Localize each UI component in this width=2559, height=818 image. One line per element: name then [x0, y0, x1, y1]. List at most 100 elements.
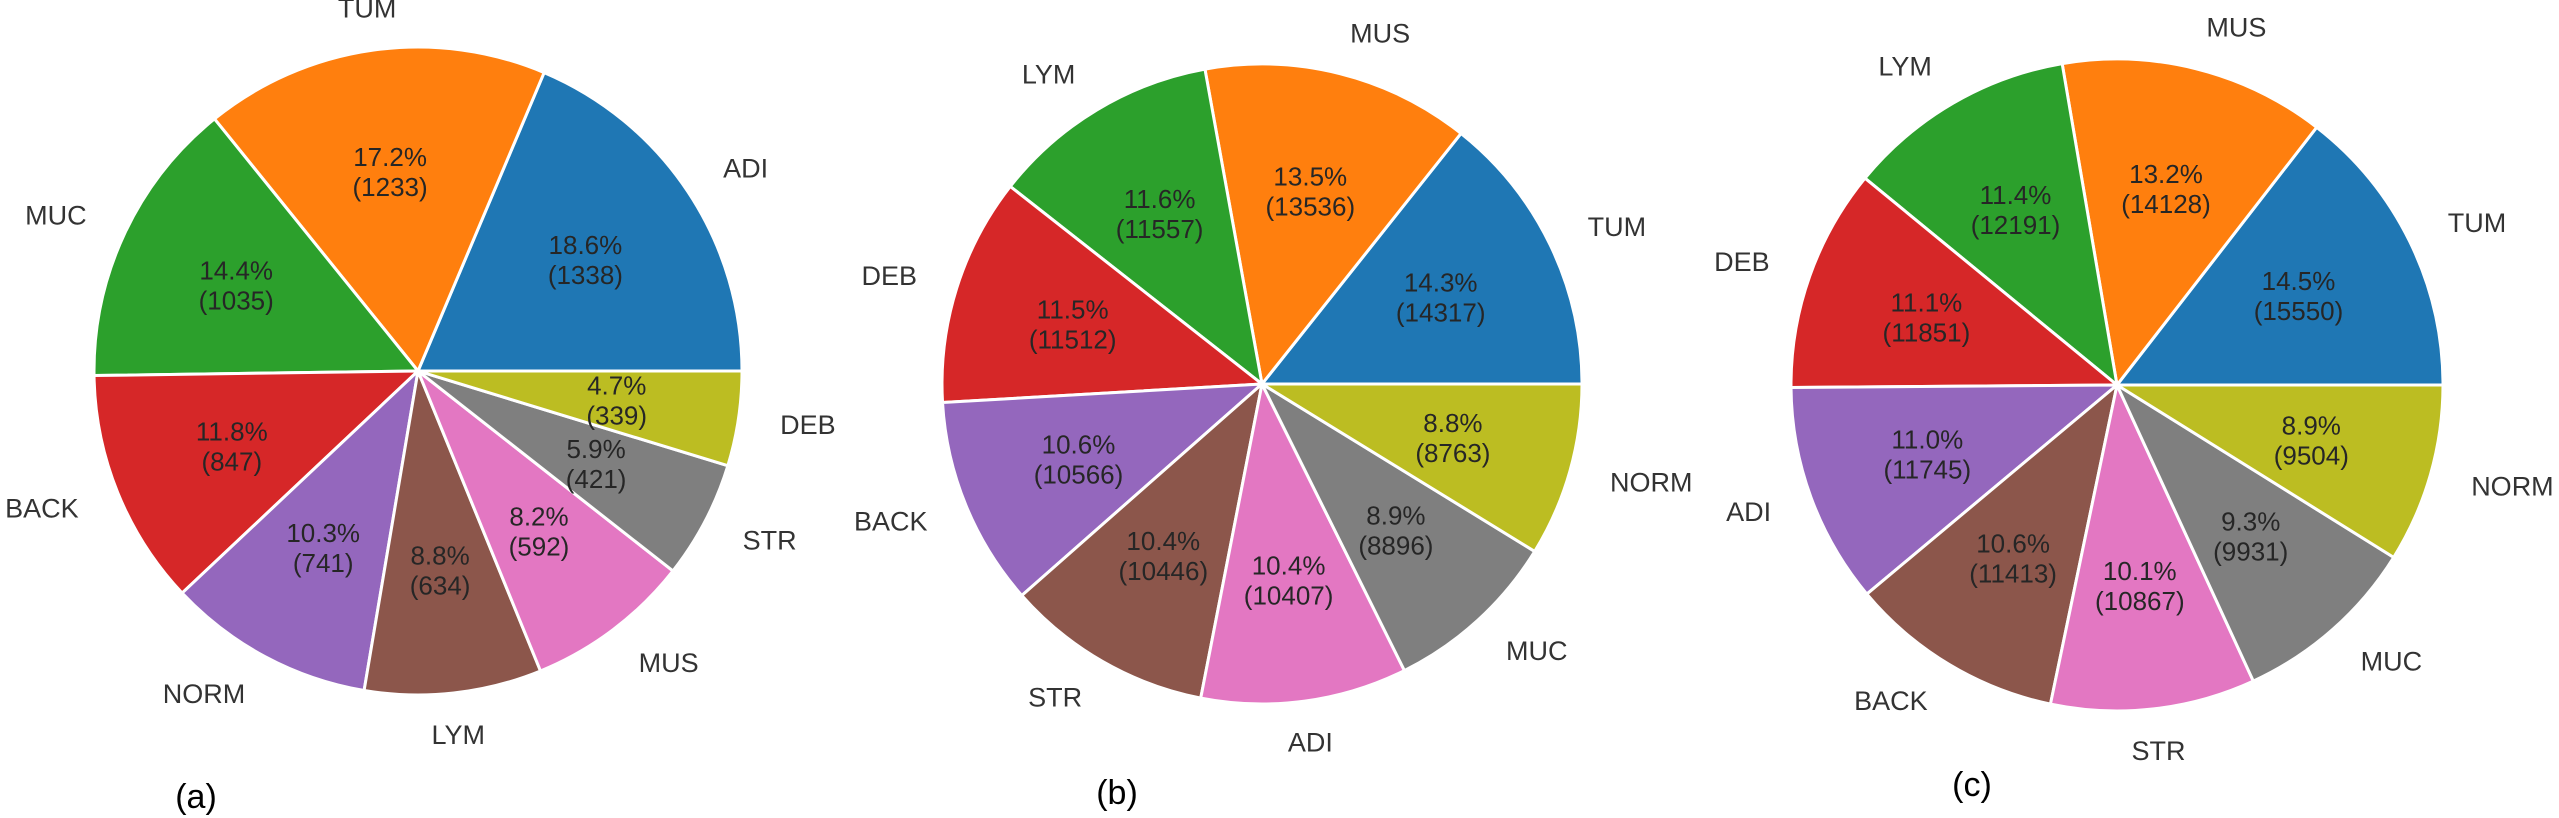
- slice-count-adi: (1338): [548, 260, 623, 290]
- pie-slice-tum: [213, 45, 546, 373]
- pie-slice-norm: [2115, 383, 2445, 559]
- slice-count-back: (10566): [1034, 459, 1124, 489]
- slice-percent-mus: 13.5%: [1273, 162, 1347, 192]
- slice-count-lym: (12191): [1971, 210, 2061, 240]
- pie-slice-back: [92, 369, 420, 595]
- slice-percent-mus: 8.2%: [509, 501, 568, 531]
- slice-label-tum: TUM: [2448, 208, 2506, 238]
- pie-slice-mus: [1203, 62, 1463, 386]
- pie-slice-tum: [1260, 131, 1584, 386]
- slice-count-str: (10446): [1118, 556, 1208, 586]
- pie-chart-a: ADI 18.6%(1338) TUM 17.2%(1233) MUC 14.4%(103…: [5, 0, 836, 750]
- pie-slice-str: [2048, 383, 2255, 713]
- slice-count-tum: (15550): [2254, 296, 2344, 326]
- slice-count-adi: (10407): [1244, 581, 1334, 611]
- pie-slice-mus: [2060, 57, 2319, 387]
- slice-label-mus: MUS: [1350, 18, 1410, 48]
- slice-label-mus: MUS: [2206, 13, 2266, 43]
- slice-percent-deb: 11.1%: [1891, 288, 1963, 318]
- pie-slice-deb: [416, 369, 744, 468]
- slice-count-back: (11413): [1969, 558, 2057, 588]
- slice-percent-tum: 14.5%: [2262, 266, 2336, 296]
- slice-label-adi: ADI: [723, 154, 768, 184]
- pie-slice-muc: [1260, 382, 1537, 673]
- slice-count-mus: (592): [509, 531, 570, 561]
- slice-label-lym: LYM: [1878, 52, 1932, 82]
- slice-label-norm: NORM: [163, 679, 246, 709]
- panel-label-b: (b): [1096, 774, 1138, 812]
- slice-label-str: STR: [743, 525, 797, 555]
- slice-percent-muc: 9.3%: [2221, 507, 2280, 537]
- slice-percent-tum: 17.2%: [353, 142, 427, 172]
- slice-percent-deb: 4.7%: [587, 371, 646, 401]
- pie-slice-str: [1020, 382, 1264, 700]
- slice-count-norm: (9504): [2274, 441, 2349, 471]
- pie-slice-muc: [2115, 383, 2396, 683]
- slice-count-tum: (14317): [1396, 298, 1486, 328]
- slice-label-tum: TUM: [1588, 212, 1646, 242]
- slice-label-adi: ADI: [1288, 727, 1333, 757]
- slice-count-lym: (11557): [1116, 214, 1204, 244]
- slice-label-adi: ADI: [1726, 497, 1771, 527]
- pie-slice-back: [1865, 383, 2119, 706]
- slice-percent-muc: 14.4%: [199, 256, 273, 286]
- pie-slice-back: [941, 382, 1264, 597]
- slice-count-norm: (8763): [1415, 438, 1490, 468]
- slice-label-str: STR: [1028, 683, 1082, 713]
- slice-count-deb: (339): [586, 401, 647, 431]
- slice-label-deb: DEB: [861, 261, 917, 291]
- slice-count-str: (10867): [2095, 586, 2185, 616]
- slice-percent-str: 10.1%: [2103, 556, 2177, 586]
- slice-count-adi: (11745): [1883, 455, 1971, 485]
- pie-slice-deb: [940, 184, 1264, 405]
- slice-percent-str: 10.4%: [1126, 526, 1200, 556]
- panel-label-a: (a): [175, 778, 217, 816]
- pie-slice-mus: [416, 369, 675, 673]
- pie-chart-c: TUM14.5%(15550)MUS13.2%(14128)LYM11.4%(1…: [1714, 13, 2554, 766]
- panel-label-c: (c): [1952, 766, 1992, 804]
- slice-count-deb: (11851): [1883, 318, 1971, 348]
- slice-percent-lym: 11.4%: [1980, 180, 2052, 210]
- slice-count-muc: (9931): [2213, 537, 2288, 567]
- pie-slice-norm: [1260, 382, 1584, 553]
- pie-slice-norm: [180, 369, 420, 692]
- slice-label-str: STR: [2132, 736, 2186, 766]
- slice-label-muc: MUC: [2361, 646, 2423, 676]
- slice-label-lym: LYM: [432, 720, 486, 750]
- slice-label-lym: LYM: [1022, 59, 1076, 89]
- slice-percent-deb: 11.5%: [1037, 295, 1109, 325]
- slice-count-muc: (1035): [199, 286, 274, 316]
- slice-label-deb: DEB: [1714, 247, 1770, 277]
- slice-percent-tum: 14.3%: [1404, 268, 1478, 298]
- pie-slice-lym: [362, 369, 542, 697]
- slice-percent-adi: 11.0%: [1891, 425, 1963, 455]
- slice-label-mus: MUS: [639, 648, 699, 678]
- slice-percent-back: 10.6%: [1976, 528, 2050, 558]
- pie-slice-adi: [416, 71, 744, 373]
- slice-count-muc: (8896): [1358, 530, 1433, 560]
- pie-slice-adi: [1789, 383, 2119, 596]
- slice-percent-adi: 10.4%: [1252, 551, 1326, 581]
- slice-count-lym: (634): [410, 571, 471, 601]
- slice-percent-lym: 8.8%: [410, 541, 469, 571]
- slice-label-back: BACK: [854, 506, 928, 536]
- slice-label-back: BACK: [1854, 686, 1928, 716]
- slice-label-tum: TUM: [338, 0, 396, 23]
- pie-slice-lym: [1863, 62, 2119, 387]
- slice-count-back: (847): [201, 446, 262, 476]
- slice-label-muc: MUC: [1506, 636, 1568, 666]
- pie-slice-muc: [92, 117, 420, 378]
- slice-label-norm: NORM: [2471, 471, 2554, 501]
- pie-slice-lym: [1008, 67, 1264, 386]
- slice-label-muc: MUC: [25, 200, 87, 230]
- pie-slice-tum: [2115, 125, 2445, 387]
- slice-count-deb: (11512): [1029, 325, 1117, 355]
- pie-slice-adi: [1199, 382, 1406, 706]
- slice-count-mus: (13536): [1265, 192, 1355, 222]
- slice-percent-norm: 8.8%: [1423, 408, 1482, 438]
- slice-count-mus: (14128): [2121, 189, 2211, 219]
- slice-label-back: BACK: [5, 493, 79, 523]
- slice-percent-lym: 11.6%: [1124, 184, 1196, 214]
- slice-count-norm: (741): [293, 548, 354, 578]
